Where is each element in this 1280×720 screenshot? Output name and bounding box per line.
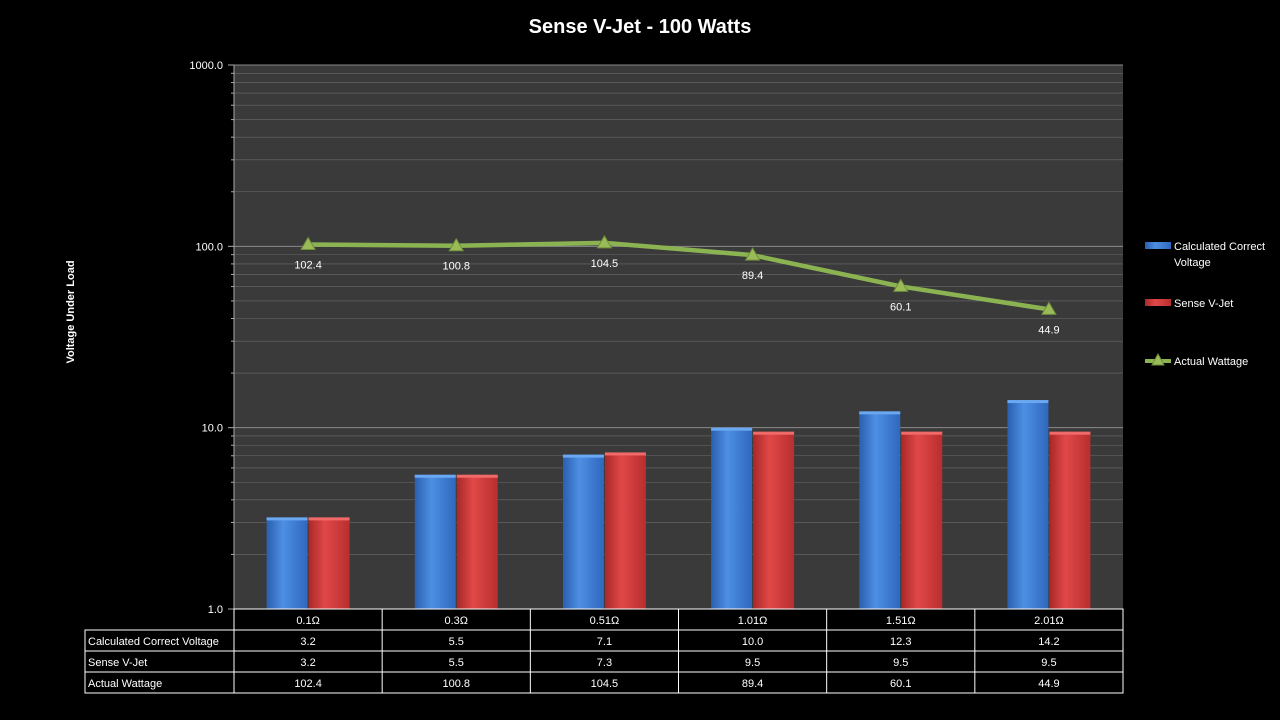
legend-label: Sense V-Jet bbox=[1174, 298, 1233, 310]
bar-sense-v-jet bbox=[1049, 431, 1091, 609]
data-label: 100.8 bbox=[442, 261, 470, 273]
table-cell: 3.2 bbox=[300, 636, 315, 648]
bar-top-highlight bbox=[1049, 431, 1091, 435]
triangle-marker bbox=[448, 237, 465, 252]
table-cell: 100.8 bbox=[442, 678, 470, 690]
table-cell: 89.4 bbox=[742, 678, 763, 690]
bar-top-highlight bbox=[562, 454, 604, 458]
table-header-cell: 1.01Ω bbox=[738, 615, 768, 627]
legend-label-line: Calculated Correct bbox=[1174, 241, 1265, 253]
table-cell: 5.5 bbox=[449, 657, 464, 669]
table-cell: 60.1 bbox=[890, 678, 911, 690]
bar-top-highlight bbox=[456, 474, 498, 478]
table-header-cell: 1.51Ω bbox=[886, 615, 916, 627]
table-header-cell: 0.51Ω bbox=[590, 615, 620, 627]
y-tick-label: 10.0 bbox=[202, 423, 223, 435]
table-header-cell: 0.1Ω bbox=[296, 615, 320, 627]
legend-swatch-blue bbox=[1145, 242, 1171, 249]
bar-calculated-correct-voltage bbox=[1007, 400, 1049, 609]
table-cell: 9.5 bbox=[893, 657, 908, 669]
legend: Calculated Correct Voltage Sense V-Jet Actu… bbox=[1145, 241, 1265, 368]
bar-top-highlight bbox=[266, 517, 308, 521]
legend-label-line: Voltage bbox=[1174, 257, 1211, 269]
legend-label: Calculated Correct Voltage bbox=[1174, 241, 1265, 269]
bar-top-highlight bbox=[859, 411, 901, 415]
table-cell: 7.3 bbox=[597, 657, 612, 669]
table-cell: 14.2 bbox=[1038, 636, 1059, 648]
y-axis-label: Voltage Under Load bbox=[65, 260, 77, 363]
line-series: 102.4 100.8 104.5 89.4 60.1 44.9 bbox=[294, 234, 1060, 336]
triangle-marker bbox=[1041, 301, 1057, 315]
table-row-label: Actual Wattage bbox=[88, 678, 162, 690]
bar-calculated-correct-voltage bbox=[414, 474, 456, 609]
triangle-marker bbox=[596, 234, 613, 249]
data-label: 60.1 bbox=[890, 301, 911, 313]
table-header-cell: 0.3Ω bbox=[444, 615, 468, 627]
bar-top-highlight bbox=[604, 452, 646, 456]
y-tick-label: 1000.0 bbox=[189, 60, 223, 72]
y-axis-ticks: 1.0 10.0 100.0 1000.0 bbox=[189, 60, 223, 616]
bar-calculated-correct-voltage bbox=[266, 517, 308, 609]
data-table: 0.1Ω 0.3Ω 0.51Ω 1.01Ω 1.51Ω 2.01Ω Calculated C… bbox=[84, 608, 1124, 694]
bar-series bbox=[266, 400, 1091, 609]
bar-top-highlight bbox=[414, 474, 456, 478]
bar-calculated-correct-voltage bbox=[711, 427, 753, 609]
bar-sense-v-jet bbox=[604, 452, 646, 609]
triangle-marker bbox=[300, 236, 316, 250]
triangle-marker bbox=[892, 278, 909, 292]
table-header-cell: 2.01Ω bbox=[1034, 615, 1064, 627]
bar-top-highlight bbox=[901, 431, 943, 435]
bar-top-highlight bbox=[711, 427, 753, 431]
chart-title: Sense V-Jet - 100 Watts bbox=[529, 16, 752, 38]
data-label: 102.4 bbox=[294, 259, 322, 271]
table-cell: 102.4 bbox=[294, 678, 322, 690]
table-cell: 5.5 bbox=[449, 636, 464, 648]
data-label: 104.5 bbox=[591, 258, 619, 270]
table-cell: 7.1 bbox=[597, 636, 612, 648]
gridlines bbox=[228, 64, 1123, 610]
bar-sense-v-jet bbox=[308, 517, 350, 609]
legend-swatch-red bbox=[1145, 299, 1171, 306]
bar-sense-v-jet bbox=[753, 431, 795, 609]
bar-calculated-correct-voltage bbox=[562, 454, 604, 609]
table-cell: 12.3 bbox=[890, 636, 911, 648]
table-cell: 9.5 bbox=[1041, 657, 1056, 669]
legend-marker bbox=[1151, 352, 1165, 366]
plot-area bbox=[234, 65, 1123, 609]
table-cell: 9.5 bbox=[745, 657, 760, 669]
actual-wattage-line bbox=[308, 240, 1050, 312]
table-cell: 44.9 bbox=[1038, 678, 1059, 690]
bar-calculated-correct-voltage bbox=[859, 411, 901, 609]
bar-top-highlight bbox=[753, 431, 795, 435]
bar-top-highlight bbox=[1007, 400, 1049, 404]
legend-label: Actual Wattage bbox=[1174, 356, 1248, 368]
table-cell: 3.2 bbox=[300, 657, 315, 669]
bar-sense-v-jet bbox=[456, 474, 498, 609]
data-label: 44.9 bbox=[1038, 324, 1059, 336]
table-cell: 10.0 bbox=[742, 636, 763, 648]
y-tick-label: 1.0 bbox=[208, 604, 223, 616]
data-label: 89.4 bbox=[742, 270, 763, 282]
y-tick-label: 100.0 bbox=[195, 241, 223, 253]
table-cell: 104.5 bbox=[591, 678, 619, 690]
triangle-marker bbox=[744, 247, 761, 261]
bar-sense-v-jet bbox=[901, 431, 943, 609]
table-row-label: Sense V-Jet bbox=[88, 657, 147, 669]
bar-top-highlight bbox=[308, 517, 350, 521]
table-row-label: Calculated Correct Voltage bbox=[88, 636, 219, 648]
